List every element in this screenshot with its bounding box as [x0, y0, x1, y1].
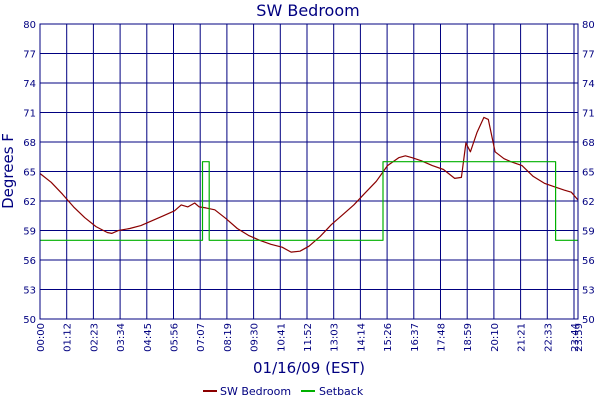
legend: SW Bedroom Setback: [203, 385, 364, 398]
x-tick-label: 23:59: [574, 323, 585, 352]
ticks: 80 80 77 77 74 74 71 71 68 68 65 65 62 62 59 59 56 56 53 53…: [23, 20, 594, 352]
x-tick-label: 02:23: [89, 323, 100, 352]
y-tick-label-left: 80: [23, 20, 36, 31]
y-tick-label-left: 59: [23, 227, 36, 238]
x-tick-label: 01:12: [63, 323, 74, 352]
x-tick-label: 23:44: [570, 323, 581, 352]
y-axis-label: Degrees F: [0, 133, 17, 209]
x-tick-label: 00:00: [36, 323, 47, 352]
y-tick-label-left: 62: [23, 197, 36, 208]
y-tick-label-left: 56: [23, 256, 36, 267]
x-tick-label: 20:10: [490, 323, 501, 352]
y-tick-label-left: 77: [23, 50, 36, 61]
x-tick-label: 18:59: [463, 323, 474, 352]
legend-label-sw-bedroom: SW Bedroom: [220, 385, 291, 398]
plot-frame: [39, 23, 579, 320]
legend-label-setback: Setback: [319, 385, 364, 398]
x-tick-label: 14:14: [356, 323, 367, 352]
y-tick-label-right: 80: [582, 20, 595, 31]
y-tick-label-left: 74: [23, 79, 36, 90]
x-tick-label: 07:07: [196, 323, 207, 352]
y-tick-label-left: 65: [23, 168, 36, 179]
y-tick-label-right: 65: [582, 168, 595, 179]
x-tick-label: 13:03: [330, 323, 341, 352]
x-tick-label: 21:21: [517, 323, 528, 352]
chart-title: SW Bedroom: [256, 1, 359, 20]
y-tick-label-left: 50: [23, 315, 36, 326]
x-tick-label: 22:33: [543, 323, 554, 352]
y-tick-label-left: 53: [23, 286, 36, 297]
y-tick-label-right: 53: [582, 286, 595, 297]
y-tick-label-right: 77: [582, 50, 595, 61]
x-tick-label: 10:41: [276, 323, 287, 352]
y-tick-label-right: 68: [582, 138, 595, 149]
x-tick-label: 05:56: [169, 323, 180, 352]
x-tick-label: 15:26: [383, 323, 394, 352]
x-tick-label: 08:19: [223, 323, 234, 352]
y-tick-label-right: 56: [582, 256, 595, 267]
x-tick-label: 09:30: [250, 323, 261, 352]
y-tick-label-right: 59: [582, 227, 595, 238]
series-line-sw-bedroom: [39, 116, 579, 253]
series-layer: [39, 116, 579, 253]
y-tick-label-left: 68: [23, 138, 36, 149]
y-tick-label-left: 71: [23, 109, 36, 120]
y-tick-label-right: 74: [582, 79, 595, 90]
x-tick-label: 03:34: [116, 323, 127, 352]
series-line-setback: [40, 161, 578, 241]
x-tick-label: 11:52: [303, 323, 314, 352]
x-axis-label: 01/16/09 (EST): [253, 359, 365, 377]
x-tick-label: 17:48: [436, 323, 447, 352]
x-tick-label: 16:37: [410, 323, 421, 352]
y-tick-label-right: 62: [582, 197, 595, 208]
y-tick-label-right: 50: [582, 315, 595, 326]
x-tick-label: 04:45: [143, 323, 154, 352]
y-tick-label-right: 71: [582, 109, 595, 120]
